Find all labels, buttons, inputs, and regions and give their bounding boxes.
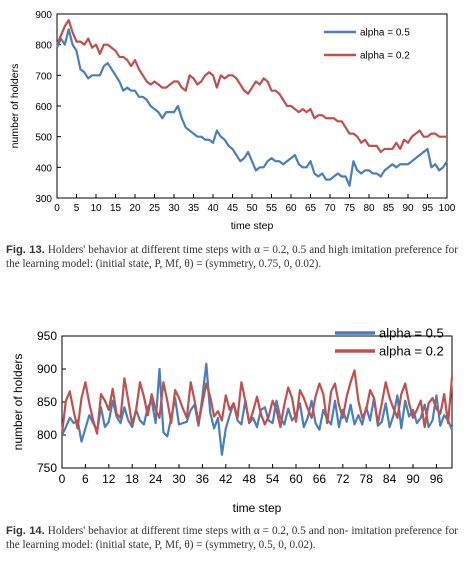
x-tick-label: 35 bbox=[188, 203, 200, 214]
x-tick-label: 45 bbox=[227, 203, 239, 214]
x-tick-label: 72 bbox=[336, 472, 350, 486]
x-tick-label: 95 bbox=[422, 203, 434, 214]
plot-area bbox=[61, 335, 453, 469]
x-tick-label: 20 bbox=[129, 203, 141, 214]
x-tick-label: 100 bbox=[439, 203, 456, 214]
caption-label: Fig. 13. bbox=[6, 244, 45, 256]
series-line-alpha-05 bbox=[61, 362, 454, 456]
x-tick-label: 50 bbox=[246, 203, 258, 214]
x-tick-label: 80 bbox=[363, 203, 375, 214]
x-axis-label: time step bbox=[233, 501, 282, 515]
legend-label: alpha = 0.2 bbox=[360, 51, 410, 62]
y-tick-label: 900 bbox=[37, 362, 57, 376]
caption-line-1: Holders' behavior at different time step… bbox=[47, 525, 349, 537]
caption-line-3: (symmetry, 0.75, 0, 0.02). bbox=[205, 258, 322, 270]
x-tick-label: 24 bbox=[149, 472, 163, 486]
x-tick-label: 66 bbox=[313, 472, 327, 486]
caption-line-3: (symmetry, 0.5, 0, 0.02). bbox=[205, 539, 316, 551]
y-tick-label: 400 bbox=[35, 163, 52, 174]
x-tick-label: 75 bbox=[344, 203, 356, 214]
caption-line-2: imitation preference for the learning mo… bbox=[6, 244, 458, 270]
x-axis-label: time step bbox=[231, 220, 274, 232]
legend-label: alpha = 0.2 bbox=[379, 344, 444, 359]
x-tick-label: 40 bbox=[207, 203, 219, 214]
y-tick-label: 950 bbox=[37, 329, 57, 343]
figure-14: 750 800 850 900 950 0 6 12 18 24 30 36 42 48 54 60 66 72 7… bbox=[0, 322, 465, 522]
y-tick-label: 800 bbox=[35, 41, 52, 52]
chart-holders-high-imitation: 300 400 500 600 700 800 900 0 5 10 15 20 25 30 35 40 45 5… bbox=[9, 10, 456, 232]
x-tick-label: 15 bbox=[110, 203, 122, 214]
y-tick-label: 600 bbox=[35, 102, 52, 113]
y-tick-label: 300 bbox=[35, 194, 52, 205]
legend-label: alpha = 0.5 bbox=[379, 326, 444, 341]
x-tick-label: 60 bbox=[289, 472, 303, 486]
series-line-alpha-02 bbox=[55, 19, 447, 154]
figure-13-caption: Fig. 13. Holders' behavior at different … bbox=[6, 243, 458, 271]
y-tick-label: 500 bbox=[35, 133, 52, 144]
x-tick-label: 70 bbox=[324, 203, 336, 214]
legend-label: alpha = 0.5 bbox=[360, 28, 410, 39]
series-line-alpha-05 bbox=[55, 28, 448, 187]
x-tick-label: 90 bbox=[402, 203, 414, 214]
x-tick-label: 12 bbox=[102, 472, 116, 486]
x-tick-label: 0 bbox=[54, 203, 60, 214]
x-tick-label: 0 bbox=[59, 472, 66, 486]
x-tick-label: 30 bbox=[168, 203, 180, 214]
figure-13: 300 400 500 600 700 800 900 0 5 10 15 20 25 30 35 40 45 5… bbox=[0, 0, 465, 235]
x-tick-label: 30 bbox=[172, 472, 186, 486]
x-tick-label: 55 bbox=[266, 203, 278, 214]
caption-line-2: imitation preference for the learning mo… bbox=[6, 525, 459, 551]
caption-line-1: Holders' behavior at different time step… bbox=[47, 244, 349, 256]
chart-holders-non-imitation: 750 800 850 900 950 0 6 12 18 24 30 36 42 48 54 60 66 72 7… bbox=[11, 326, 454, 515]
figure-14-caption: Fig. 14. Holders' behavior at different … bbox=[6, 524, 458, 552]
y-axis-label: number of holders bbox=[9, 64, 21, 149]
x-tick-label: 5 bbox=[74, 203, 80, 214]
y-tick-label: 850 bbox=[37, 395, 57, 409]
x-tick-label: 78 bbox=[360, 472, 374, 486]
x-tick-label: 90 bbox=[406, 472, 420, 486]
x-tick-label: 54 bbox=[266, 472, 280, 486]
y-tick-label: 900 bbox=[35, 10, 52, 21]
x-tick-label: 25 bbox=[149, 203, 161, 214]
x-tick-label: 10 bbox=[90, 203, 102, 214]
series-line-alpha-02 bbox=[60, 369, 454, 435]
y-tick-label: 800 bbox=[37, 428, 57, 442]
y-axis-label: number of holders bbox=[11, 354, 25, 451]
x-tick-label: 60 bbox=[285, 203, 297, 214]
y-tick-label: 700 bbox=[35, 71, 52, 82]
x-tick-label: 6 bbox=[82, 472, 89, 486]
y-tick-label: 750 bbox=[37, 461, 57, 475]
plot-area bbox=[56, 13, 448, 199]
x-tick-label: 65 bbox=[305, 203, 317, 214]
x-tick-label: 84 bbox=[383, 472, 397, 486]
x-tick-label: 96 bbox=[430, 472, 444, 486]
x-tick-label: 48 bbox=[243, 472, 257, 486]
x-tick-label: 36 bbox=[196, 472, 210, 486]
x-tick-label: 42 bbox=[219, 472, 233, 486]
x-tick-label: 85 bbox=[383, 203, 395, 214]
caption-label: Fig. 14. bbox=[6, 525, 45, 537]
x-tick-label: 18 bbox=[126, 472, 140, 486]
